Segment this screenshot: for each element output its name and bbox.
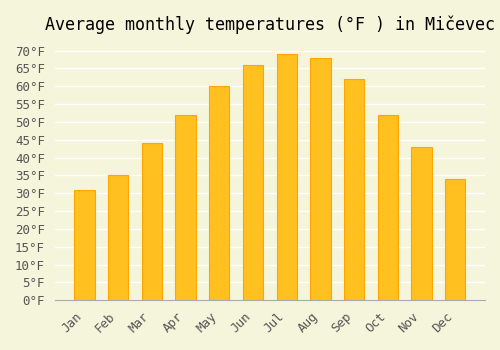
Bar <box>412 147 432 300</box>
Bar <box>209 86 230 300</box>
Bar <box>445 179 466 300</box>
Bar <box>344 79 364 300</box>
Bar <box>176 115 196 300</box>
Bar <box>378 115 398 300</box>
Bar <box>243 65 263 300</box>
Title: Average monthly temperatures (°F ) in Mičevec: Average monthly temperatures (°F ) in Mi… <box>45 15 495 34</box>
Bar <box>142 143 162 300</box>
Bar <box>108 175 128 300</box>
Bar <box>310 58 330 300</box>
Bar <box>74 190 94 300</box>
Bar <box>276 54 297 300</box>
